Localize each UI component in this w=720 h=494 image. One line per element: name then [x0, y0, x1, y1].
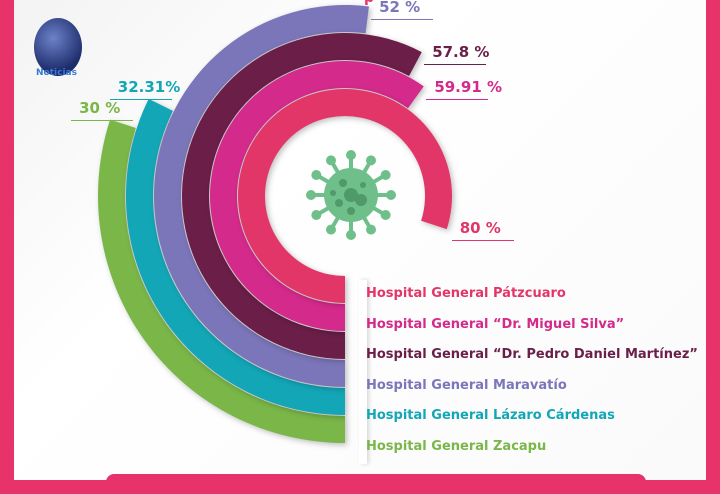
- value-text: 52 %: [379, 0, 421, 16]
- arc-3: [154, 5, 369, 387]
- value-label-2: 57.8 %: [424, 43, 490, 66]
- legend-item-2: Hospital General “Dr. Pedro Daniel Martí…: [366, 347, 698, 362]
- legend-item-0: Hospital General Pátzcuaro: [366, 286, 566, 301]
- legend-item-3: Hospital General Maravatío: [366, 377, 567, 393]
- arc-4: [125, 98, 345, 415]
- value-text: 57.8 %: [432, 43, 490, 62]
- arc-5: [97, 119, 345, 444]
- leader-line: [371, 18, 434, 20]
- value-text: 32.31%: [117, 78, 181, 97]
- leader-line: [71, 120, 134, 122]
- bottom-banner: [106, 474, 646, 494]
- value-label-5: 30 %: [71, 99, 134, 122]
- leader-line: [451, 240, 514, 242]
- legend-item-5: Hospital General Zacapu: [366, 438, 547, 454]
- logo: [34, 18, 82, 76]
- leader-line: [109, 99, 172, 101]
- value-label-4: 32.31%: [109, 78, 181, 101]
- value-text: 30 %: [79, 99, 121, 118]
- virus-icon: [306, 150, 396, 240]
- leader-line: [426, 98, 489, 100]
- value-label-0: 80 %: [451, 219, 514, 242]
- leader-line: [424, 64, 487, 66]
- radial-chart: [97, 5, 452, 444]
- arc-1: [210, 61, 424, 331]
- logo-text: Noticias: [36, 68, 77, 78]
- legend-divider: [359, 280, 367, 464]
- value-text: 59.91 %: [434, 77, 503, 96]
- value-label-3: 52 %: [371, 0, 434, 20]
- value-label-1: 59.91 %: [426, 77, 503, 100]
- value-text: 80 %: [459, 219, 501, 238]
- arc-2: [181, 32, 422, 359]
- title-fragment: p: [364, 0, 374, 6]
- legend-item-4: Hospital General Lázaro Cárdenas: [366, 408, 615, 423]
- infographic-card: p Noticias Hospital General Pátzcuaro Hos…: [14, 0, 706, 494]
- legend-item-1: Hospital General “Dr. Miguel Silva”: [366, 316, 625, 332]
